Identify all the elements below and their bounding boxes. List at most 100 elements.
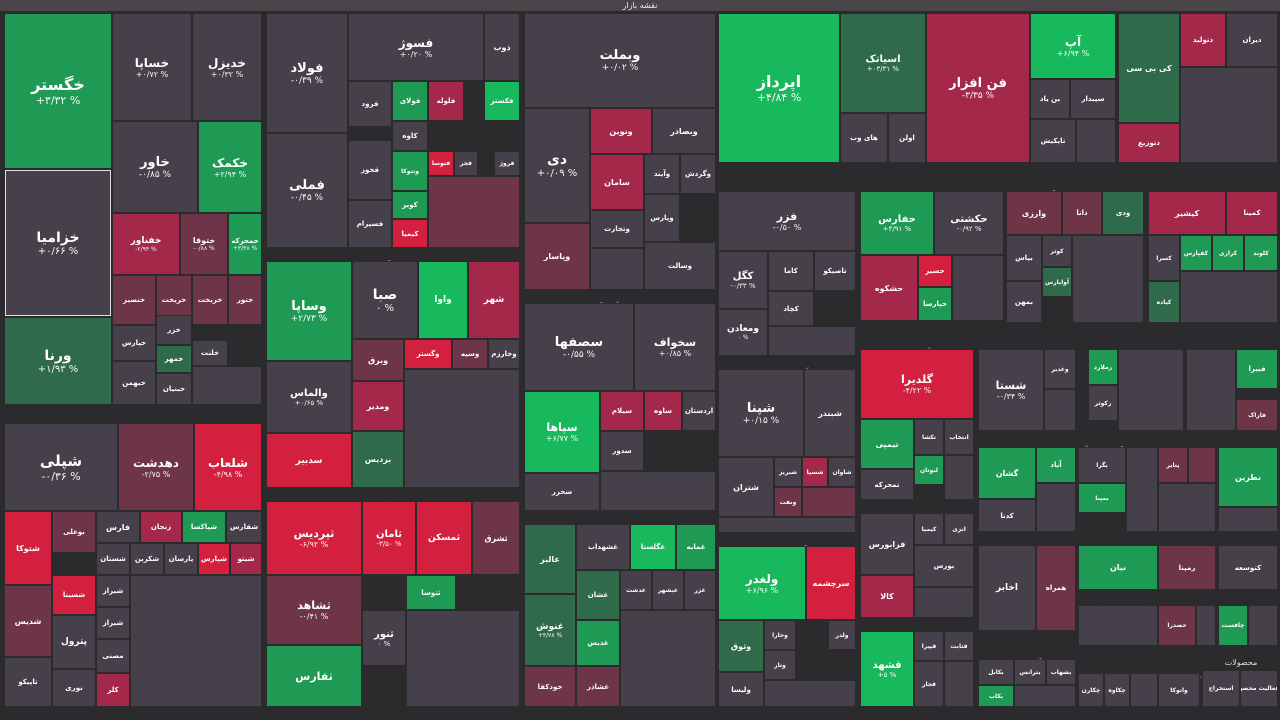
stock-tile[interactable]: حشکوه	[860, 255, 918, 321]
stock-tile[interactable]: حپارسا	[918, 287, 952, 321]
stock-tile[interactable]: نیان	[1078, 545, 1158, 590]
stock-tile[interactable]: ولیسا	[718, 672, 764, 707]
stock-tile[interactable]: شیتو	[230, 543, 262, 575]
stock-tile[interactable]: کوثر	[1042, 235, 1072, 267]
stock-tile[interactable]: نوری	[52, 669, 96, 707]
stock-tile[interactable]: غشهداب	[576, 524, 630, 570]
stock-tile[interactable]	[944, 455, 974, 500]
stock-tile[interactable]: بمپنا	[1078, 483, 1126, 513]
stock-tile[interactable]: حفارس +۴/۹۱ %	[860, 191, 934, 255]
stock-tile[interactable]: وپارس	[644, 194, 680, 242]
stock-tile[interactable]: کویر	[392, 191, 428, 219]
stock-tile[interactable]	[1076, 119, 1116, 163]
stock-tile[interactable]	[130, 575, 262, 707]
stock-tile[interactable]	[1126, 447, 1158, 532]
stock-tile[interactable]: تاپکیش	[1030, 119, 1076, 163]
stock-tile[interactable]: انزی	[944, 513, 974, 545]
stock-tile[interactable]: وساپا +۲/۷۳ %	[266, 261, 352, 361]
stock-tile[interactable]: فخوز	[348, 140, 392, 200]
stock-tile[interactable]: ودی	[1102, 191, 1144, 235]
stock-tile[interactable]: خودکفا	[524, 666, 576, 707]
stock-tile[interactable]: ین یاد	[1030, 79, 1070, 119]
stock-tile[interactable]: گلدیرا -۴/۲۲ %	[860, 349, 974, 419]
stock-tile[interactable]: چکارن	[1078, 673, 1104, 707]
stock-tile[interactable]: فروژ	[494, 151, 520, 176]
stock-tile[interactable]: زکوثر	[1088, 385, 1118, 421]
stock-tile[interactable]: ختوقا -۰/۸۸ %	[180, 213, 228, 275]
stock-tile[interactable]: زملارد	[1088, 349, 1118, 385]
stock-tile[interactable]: فاراک	[1236, 399, 1278, 431]
stock-tile[interactable]: قپیرا	[914, 631, 944, 661]
stock-tile[interactable]: کلر	[96, 673, 130, 707]
stock-tile[interactable]	[1218, 507, 1278, 532]
stock-tile[interactable]	[768, 326, 856, 356]
stock-tile[interactable]: وتجارت	[590, 210, 644, 248]
stock-tile[interactable]: شپنا +۰/۱۵ %	[718, 369, 804, 457]
stock-tile[interactable]: خاور -۰/۸۵ %	[112, 121, 198, 213]
stock-tile[interactable]: دی +۰/۰۹ %	[524, 108, 590, 223]
stock-tile[interactable]: وبملت +۰/۰۲ %	[524, 13, 716, 108]
stock-tile[interactable]: ولدر	[828, 620, 856, 650]
stock-tile[interactable]: بردیس	[352, 431, 404, 488]
stock-tile[interactable]: وخارزم	[488, 339, 520, 369]
stock-tile[interactable]	[1118, 349, 1184, 431]
stock-tile[interactable]	[1130, 673, 1158, 707]
stock-tile[interactable]	[944, 661, 974, 707]
stock-tile[interactable]: اخابر	[978, 545, 1036, 631]
stock-tile[interactable]: شهر	[468, 261, 520, 339]
stock-tile[interactable]: وثوق	[718, 620, 764, 672]
stock-tile[interactable]: تکشا	[914, 419, 944, 455]
stock-tile[interactable]: غمایه	[676, 524, 716, 570]
stock-tile[interactable]: خریخت	[192, 275, 228, 325]
stock-tile[interactable]: شکربن	[130, 543, 164, 575]
stock-tile[interactable]: سامان	[590, 154, 644, 210]
stock-tile[interactable]	[1044, 389, 1076, 431]
stock-tile[interactable]: تمحرکه	[860, 469, 914, 500]
stock-tile[interactable]: قشهد +۵ %	[860, 631, 914, 707]
stock-tile[interactable]: قجار	[914, 661, 944, 707]
stock-tile[interactable]: ونوین	[590, 108, 652, 154]
stock-tile[interactable]: سدبیر	[266, 433, 352, 488]
stock-tile[interactable]: شلعاب -۴/۹۸ %	[194, 423, 262, 511]
stock-tile[interactable]: صبا ۰ %	[352, 261, 418, 339]
stock-tile[interactable]: سرچشمه	[806, 546, 856, 620]
stock-tile[interactable]: وسالت	[644, 242, 716, 290]
stock-tile[interactable]: سیلام	[600, 391, 644, 431]
stock-tile[interactable]	[952, 255, 1004, 321]
stock-tile[interactable]: اپرداز +۴/۸۴ %	[718, 13, 840, 163]
stock-tile[interactable]: شبندر	[804, 369, 856, 457]
stock-tile[interactable]: وتار	[764, 650, 796, 680]
stock-tile[interactable]: آپ +۶/۹۴ %	[1030, 13, 1116, 79]
stock-tile[interactable]: شپاکسا	[182, 511, 226, 543]
stock-tile[interactable]	[1014, 685, 1076, 707]
stock-tile[interactable]: شتران	[718, 457, 774, 517]
stock-tile[interactable]: ثشاهد -۰/۴۱ %	[266, 575, 362, 645]
stock-tile[interactable]	[590, 248, 644, 290]
stock-tile[interactable]: سپاها +۶/۷۷ %	[524, 391, 600, 473]
stock-tile[interactable]	[192, 366, 262, 405]
stock-tile[interactable]: حصدرا	[1158, 605, 1196, 646]
stock-tile[interactable]: اسیاتک +۰۳/۳۱ %	[840, 13, 926, 113]
stock-tile[interactable]: بکاب	[978, 685, 1014, 707]
stock-tile[interactable]: چافست	[1218, 605, 1248, 646]
stock-tile[interactable]: ثامان -۳/۵۰ %	[362, 501, 416, 575]
stock-tile[interactable]: نطرین	[1218, 447, 1278, 507]
stock-tile[interactable]: کتوسعه	[1218, 545, 1278, 590]
stock-tile[interactable]: ومدیر	[352, 381, 404, 431]
stock-tile[interactable]: فعالیت محصو	[1240, 670, 1278, 707]
stock-tile[interactable]: وسپه	[452, 339, 488, 369]
stock-tile[interactable]: واوا	[418, 261, 468, 339]
stock-tile[interactable]: فکستر	[484, 81, 520, 121]
stock-tile[interactable]	[600, 471, 716, 511]
stock-tile[interactable]: انتخاب	[944, 419, 974, 455]
stock-tile[interactable]: تاصیکو	[814, 251, 856, 291]
stock-tile[interactable]: ونتوکا	[392, 151, 428, 191]
stock-tile[interactable]: بشهاب	[1046, 659, 1076, 685]
stock-tile[interactable]: بمهن	[1006, 281, 1042, 323]
stock-tile[interactable]: کدنا	[978, 499, 1036, 532]
stock-tile[interactable]: غنوش +۴/۷۸ %	[524, 594, 576, 666]
stock-tile[interactable]: بپاس	[1006, 235, 1042, 281]
stock-tile[interactable]: زنجان	[140, 511, 182, 543]
stock-tile[interactable]: ورنا +۱/۹۳ %	[4, 317, 112, 405]
stock-tile[interactable]: وپاسار	[524, 223, 590, 290]
